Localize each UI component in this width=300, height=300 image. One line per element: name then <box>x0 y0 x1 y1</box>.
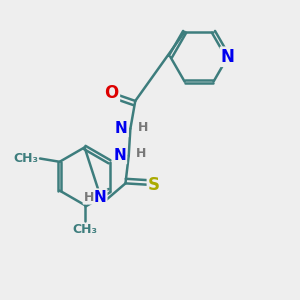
Text: H: H <box>138 121 148 134</box>
Text: CH₃: CH₃ <box>14 152 38 165</box>
Text: O: O <box>105 84 119 102</box>
Text: H: H <box>136 147 146 161</box>
Text: S: S <box>148 176 160 194</box>
Text: N: N <box>94 190 106 205</box>
Text: N: N <box>115 121 128 136</box>
Text: N: N <box>221 48 235 66</box>
Text: N: N <box>113 148 126 163</box>
Text: CH₃: CH₃ <box>72 223 97 236</box>
Text: H: H <box>84 190 94 204</box>
